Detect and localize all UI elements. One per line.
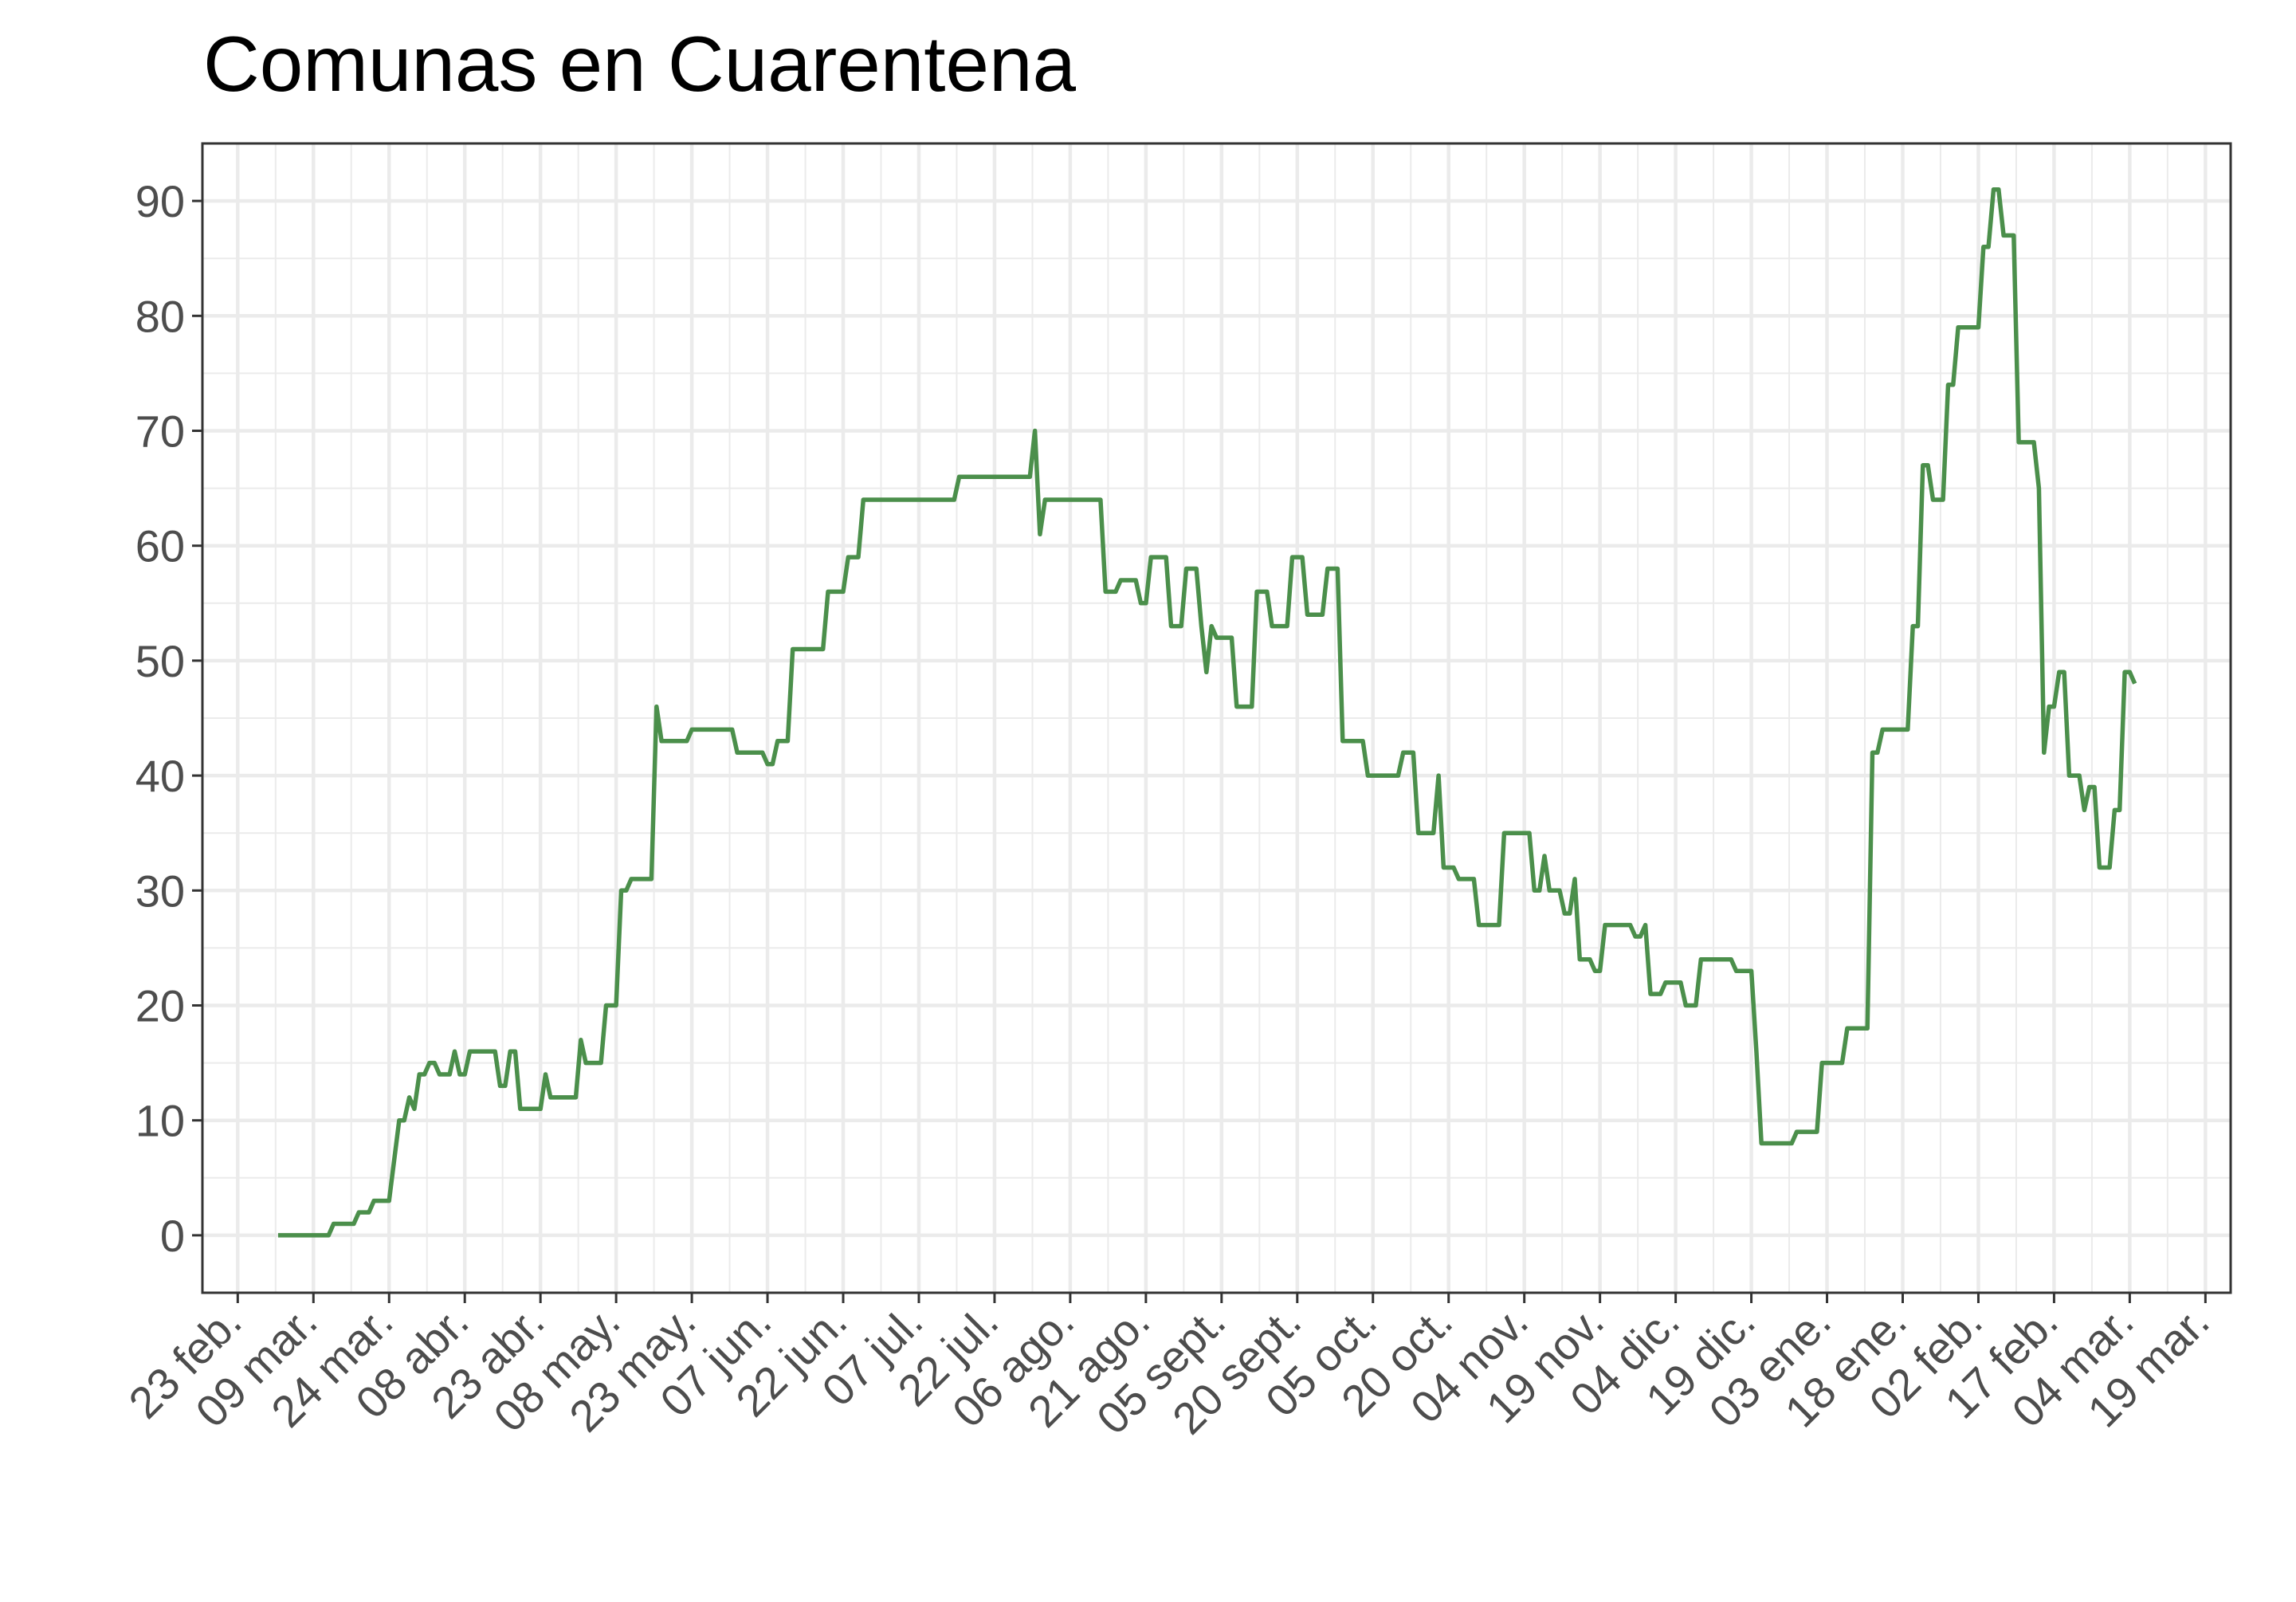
grid-layer (202, 143, 2231, 1293)
panel-border (201, 142, 2232, 1294)
y-tick-label: 50 (135, 636, 185, 686)
y-tick-label: 90 (135, 176, 185, 226)
y-tick-label: 70 (135, 406, 185, 457)
y-tick-label: 60 (135, 521, 185, 571)
series-layer (278, 187, 2137, 1238)
y-tick-label: 40 (135, 751, 185, 801)
y-tick-label: 10 (135, 1096, 185, 1146)
x-axis: 23 feb.09 mar.24 mar.08 abr.23 abr.08 ma… (119, 1293, 2219, 1443)
y-axis: 0 10 20 30 40 50 60 70 80 90 (135, 176, 202, 1261)
y-tick-label: 80 (135, 291, 185, 341)
y-tick-label: 20 (135, 981, 185, 1031)
chart-title: Comunas en Cuarentena (203, 20, 1077, 108)
y-tick-label: 0 (160, 1211, 185, 1261)
series-line-0 (278, 187, 2137, 1238)
y-tick-label: 30 (135, 866, 185, 916)
